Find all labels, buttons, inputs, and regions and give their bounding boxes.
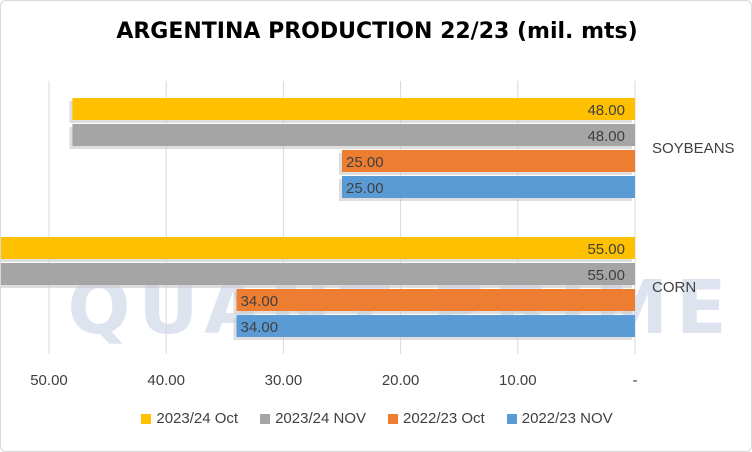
legend-label: 2023/24 NOV: [275, 410, 366, 427]
legend-swatch: [506, 413, 517, 424]
legend-label: 2022/23 NOV: [521, 410, 613, 427]
bar-soybeans-0: [72, 98, 635, 120]
data-label: 55.00: [587, 241, 625, 258]
data-label: 48.00: [587, 102, 625, 119]
legend-item: 2023/24 Oct: [141, 410, 238, 427]
legend-item: 2022/23 NOV: [506, 410, 613, 427]
bar-soybeans-3: [342, 176, 635, 198]
x-tick-label: 20.00: [382, 372, 420, 389]
data-label: 34.00: [241, 293, 279, 310]
data-label: 34.00: [241, 319, 279, 336]
x-tick-label: 10.00: [499, 372, 537, 389]
category-label-corn: CORN: [652, 279, 696, 296]
legend-swatch: [141, 413, 152, 424]
x-tick-label: 40.00: [147, 372, 185, 389]
x-tick-label: 30.00: [265, 372, 303, 389]
legend-swatch: [260, 413, 271, 424]
bar-soybeans-2: [342, 150, 635, 172]
data-label: 55.00: [587, 267, 625, 284]
legend-item: 2022/23 Oct: [388, 410, 485, 427]
data-label: 48.00: [587, 128, 625, 145]
bar-corn-2: [236, 289, 635, 311]
x-tick-label: 50.00: [30, 372, 68, 389]
data-label: 25.00: [346, 180, 384, 197]
bar-soybeans-1: [72, 124, 635, 146]
bar-corn-0: [1, 237, 635, 259]
legend-label: 2022/23 Oct: [403, 410, 485, 427]
category-label-soybeans: SOYBEANS: [652, 140, 735, 157]
chart-legend: 2023/24 Oct 2023/24 NOV 2022/23 Oct 2022/23…: [1, 410, 751, 427]
legend-item: 2023/24 NOV: [260, 410, 366, 427]
chart-title: ARGENTINA PRODUCTION 22/23 (mil. mts): [116, 19, 638, 44]
x-tick-label: -: [633, 372, 638, 389]
bar-corn-1: [1, 263, 635, 285]
bar-corn-3: [236, 315, 635, 337]
data-label: 25.00: [346, 154, 384, 171]
legend-label: 2023/24 Oct: [156, 410, 239, 427]
legend-swatch: [388, 413, 398, 424]
